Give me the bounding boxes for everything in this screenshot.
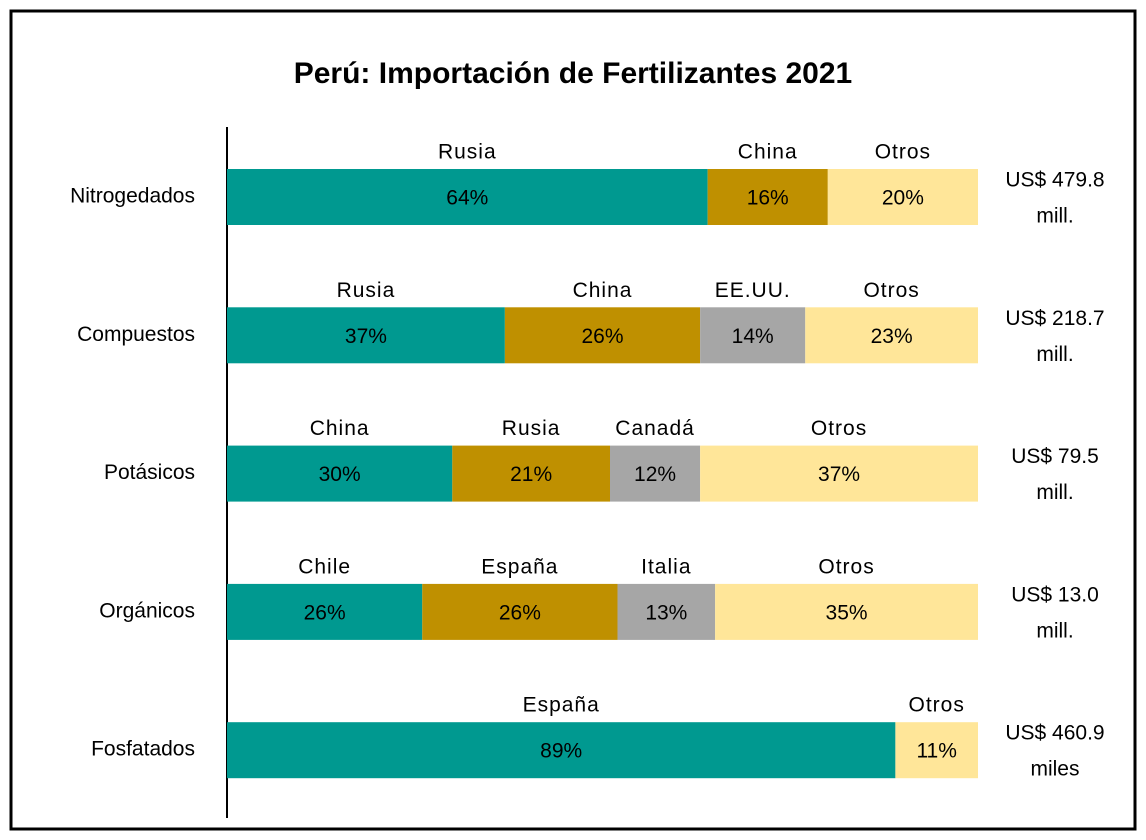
total-label: US$ 13.0 — [1011, 583, 1099, 606]
segment-name: Canadá — [615, 417, 695, 440]
total-label: US$ 218.7 — [1005, 307, 1104, 330]
total-label: mill. — [1036, 619, 1073, 642]
chart-title: Perú: Importación de Fertilizantes 2021 — [294, 57, 853, 90]
data-label: 20% — [882, 187, 924, 210]
data-label: 13% — [645, 601, 687, 624]
data-label: 37% — [818, 463, 860, 486]
data-label: 26% — [581, 325, 623, 348]
bar-segment — [227, 445, 453, 502]
category-label: Orgánicos — [99, 599, 195, 622]
segment-name: España — [481, 555, 558, 578]
bar-segment — [700, 307, 806, 364]
total-label: mill. — [1036, 481, 1073, 504]
segment-name: China — [738, 141, 798, 164]
bar-segment — [452, 445, 611, 502]
data-label: 16% — [747, 187, 789, 210]
total-label: US$ 460.9 — [1005, 722, 1104, 745]
bar-segment — [227, 169, 708, 225]
data-label: 12% — [634, 463, 676, 486]
data-label: 35% — [826, 601, 868, 624]
total-label: US$ 79.5 — [1011, 445, 1099, 468]
bar-segment — [227, 307, 505, 364]
segment-name: Rusia — [337, 279, 396, 302]
data-label: 21% — [510, 463, 552, 486]
total-label: miles — [1030, 758, 1079, 781]
category-label: Potásicos — [104, 461, 195, 484]
bar-segment — [227, 583, 423, 640]
category-label: Fosfatados — [91, 738, 195, 761]
segment-name: Otros — [863, 279, 919, 302]
segment-name: Otros — [909, 694, 965, 717]
bar-segment — [707, 169, 828, 225]
segment-name: Rusia — [502, 417, 561, 440]
data-label: 14% — [732, 325, 774, 348]
segment-name: Otros — [818, 555, 874, 578]
data-label: 11% — [916, 740, 956, 763]
bar-segment — [227, 722, 896, 779]
segment-name: Rusia — [438, 141, 497, 164]
data-label: 64% — [446, 187, 488, 210]
bar-segment — [895, 722, 978, 779]
data-label: 26% — [499, 601, 541, 624]
data-label: 89% — [540, 740, 582, 763]
category-label: Compuestos — [77, 323, 195, 346]
bar-segment — [422, 583, 618, 640]
segment-name: Italia — [641, 555, 691, 578]
bar-segment — [504, 307, 701, 364]
segment-name: China — [310, 417, 370, 440]
bar-segment — [715, 583, 978, 640]
bar-segment — [827, 169, 978, 225]
bar-segment — [700, 445, 978, 502]
segment-name: España — [523, 694, 600, 717]
data-label: 30% — [319, 463, 361, 486]
total-label: mill. — [1036, 343, 1073, 366]
bar-segment — [610, 445, 701, 502]
data-label: 26% — [304, 601, 346, 624]
chart-border — [9, 9, 1137, 831]
data-label: 23% — [871, 325, 913, 348]
total-label: mill. — [1036, 205, 1073, 228]
bar-segment — [617, 583, 716, 640]
segment-name: EE.UU. — [715, 279, 791, 302]
data-label: 37% — [345, 325, 387, 348]
category-label: Nitrogedados — [70, 185, 195, 208]
segment-name: Otros — [811, 417, 867, 440]
segment-name: Chile — [298, 555, 351, 578]
bar-segment — [805, 307, 978, 364]
segment-name: Otros — [875, 141, 931, 164]
total-label: US$ 479.8 — [1005, 169, 1104, 192]
segment-name: China — [573, 279, 633, 302]
